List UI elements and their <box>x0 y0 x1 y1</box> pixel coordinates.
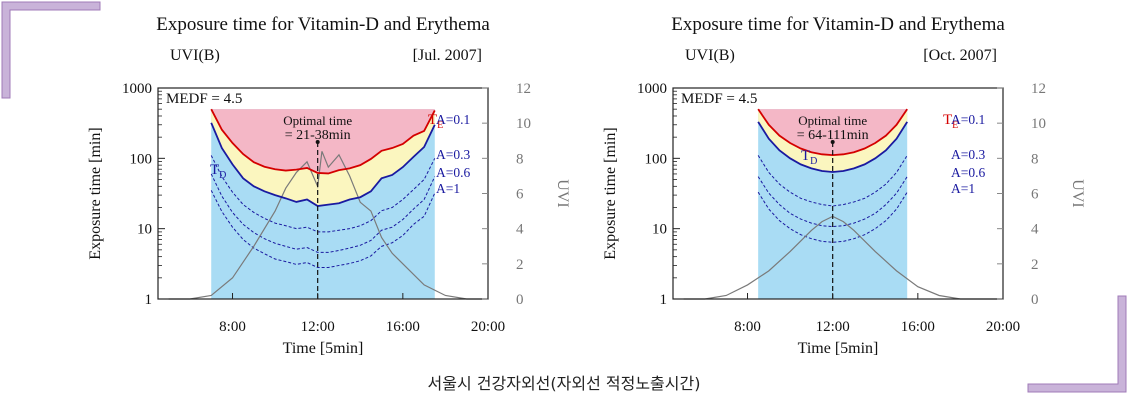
y2-tick-label: 0 <box>1031 292 1039 308</box>
te-label-sub: E <box>437 120 443 131</box>
medf-label: MEDF = 4.5 <box>681 91 757 107</box>
y2-tick-label: 10 <box>516 116 531 132</box>
optimal-time-dot <box>830 140 835 144</box>
a-label-2: A=0.6 <box>436 165 470 180</box>
y-tick-label: 100 <box>130 151 153 167</box>
x-tick-label: 12:00 <box>301 319 335 335</box>
y2-tick-label: 4 <box>1031 222 1039 238</box>
x-tick-label: 8:00 <box>219 319 246 335</box>
y-tick-label: 1000 <box>637 81 667 97</box>
chart-subtitle-right: [Oct. 2007] <box>923 47 997 64</box>
y-tick-label: 1 <box>145 292 153 308</box>
y2-tick-label: 12 <box>516 81 531 97</box>
y2-axis-label: UVI <box>554 179 571 207</box>
chart-subtitle-right: [Jul. 2007] <box>413 47 482 64</box>
decor-corner-top-left <box>1 1 101 99</box>
y-axis-label: Exposure time [min] <box>602 127 619 259</box>
x-tick-label: 20:00 <box>986 319 1020 335</box>
a-label-0: A=0.1 <box>951 112 985 127</box>
series-line-A-0_6 <box>210 173 436 253</box>
a-label-2: A=0.6 <box>951 165 985 180</box>
y2-tick-label: 6 <box>1031 187 1039 203</box>
y2-tick-label: 4 <box>516 222 524 238</box>
y-axis-label: Exposure time [min] <box>87 127 104 259</box>
y2-tick-label: 0 <box>516 292 524 308</box>
x-tick-label: 12:00 <box>816 319 850 335</box>
y2-tick-label: 10 <box>1031 116 1046 132</box>
y2-tick-label: 12 <box>1031 81 1046 97</box>
y2-tick-label: 8 <box>516 151 524 167</box>
y2-axis-label: UVI <box>1069 179 1086 207</box>
y2-tick-label: 2 <box>1031 257 1039 273</box>
td-label-sub: D <box>810 156 817 167</box>
x-tick-label: 8:00 <box>734 319 761 335</box>
medf-label: MEDF = 4.5 <box>166 91 242 107</box>
td-label-sub: D <box>219 170 226 181</box>
chart-panel-october: Exposure time for Vitamin-D and Erythema… <box>602 14 1086 357</box>
a-label-1: A=0.3 <box>951 147 985 162</box>
optimal-label-line2: = 21-38min <box>285 128 351 143</box>
x-tick-label: 16:00 <box>386 319 420 335</box>
y2-tick-label: 8 <box>1031 151 1039 167</box>
decor-corner-bottom-right <box>1027 295 1127 393</box>
y-tick-label: 10 <box>652 222 667 238</box>
chart-subtitle-left: UVI(B) <box>685 47 735 64</box>
y-tick-label: 1000 <box>122 81 152 97</box>
y-tick-label: 10 <box>137 222 152 238</box>
chart-panel-july: Exposure time for Vitamin-D and Erythema… <box>87 14 571 357</box>
y2-tick-label: 2 <box>516 257 524 273</box>
x-axis-label: Time [5min] <box>283 340 364 357</box>
a-label-3: A=1 <box>436 181 460 196</box>
y-tick-label: 1 <box>660 292 668 308</box>
series-line-A-1 <box>210 190 436 269</box>
optimal-band-area <box>758 109 908 172</box>
series-line-td <box>210 122 436 207</box>
a-label-1: A=0.3 <box>436 147 470 162</box>
optimal-time-dot <box>315 140 320 144</box>
series-line-uvi <box>168 151 488 300</box>
y2-tick-label: 6 <box>516 187 524 203</box>
chart-title: Exposure time for Vitamin-D and Erythema <box>156 14 490 35</box>
figure-caption: 서울시 건강자외선(자외선 적정노출시간) <box>427 374 701 393</box>
chart-title: Exposure time for Vitamin-D and Erythema <box>671 14 1005 35</box>
x-tick-label: 20:00 <box>471 319 505 335</box>
erythema-area <box>211 109 435 174</box>
series-line-A-0_3 <box>210 155 436 233</box>
a-label-3: A=1 <box>951 181 975 196</box>
te-label-sub: E <box>952 120 958 131</box>
series-line-td <box>757 121 908 173</box>
optimal-label-line1: Optimal time <box>283 113 352 128</box>
series-line-te <box>210 108 436 175</box>
series-line-A-1 <box>757 191 908 243</box>
series-line-A-0_3 <box>757 155 908 207</box>
optimal-label-line2: = 64-111min <box>797 128 869 143</box>
a-label-0: A=0.1 <box>436 112 470 127</box>
erythema-area <box>758 109 908 156</box>
series-line-uvi <box>683 215 1003 300</box>
y-tick-label: 100 <box>645 151 668 167</box>
chart-subtitle-left: UVI(B) <box>170 47 220 64</box>
optimal-label-line1: Optimal time <box>798 113 867 128</box>
x-axis-label: Time [5min] <box>798 340 879 357</box>
x-tick-label: 16:00 <box>901 319 935 335</box>
series-line-te <box>757 108 908 157</box>
optimal-band-area <box>211 109 435 207</box>
